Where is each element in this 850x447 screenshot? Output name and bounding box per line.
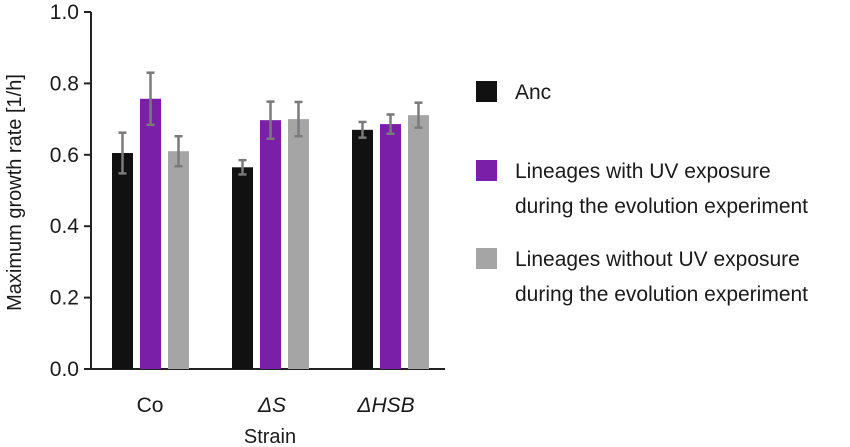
legend-swatch bbox=[476, 160, 497, 181]
legend: Anc Lineages with UV exposure during the e… bbox=[476, 81, 808, 306]
y-tick-label: 0.0 bbox=[50, 358, 79, 381]
bar bbox=[408, 115, 429, 369]
legend-label: Lineages without UV exposure bbox=[515, 248, 800, 271]
bars bbox=[112, 98, 429, 370]
y-tick-label: 0.6 bbox=[50, 144, 79, 167]
y-tick-label: 0.2 bbox=[50, 287, 79, 310]
y-axis-title: Maximum growth rate [1/h] bbox=[4, 74, 26, 311]
bar bbox=[232, 167, 253, 369]
x-axis-title: Strain bbox=[244, 426, 296, 447]
x-tick-label: ΔS bbox=[257, 394, 286, 417]
bar bbox=[380, 124, 401, 370]
y-tick-label: 0.8 bbox=[50, 72, 79, 95]
bar bbox=[112, 153, 133, 369]
y-tick-label: 1.0 bbox=[50, 1, 79, 24]
error-bars bbox=[118, 71, 423, 176]
legend-label: during the evolution experiment bbox=[515, 283, 808, 306]
x-tick-label: ΔHSB bbox=[356, 394, 414, 417]
legend-label: Lineages with UV exposure bbox=[515, 160, 771, 183]
bar bbox=[140, 98, 161, 369]
x-tick-label: Co bbox=[137, 394, 164, 417]
labels: Maximum growth rate [1/h] Co ΔS ΔHSB Strain bbox=[4, 74, 415, 447]
legend-label: during the evolution experiment bbox=[515, 195, 808, 218]
bar bbox=[168, 151, 189, 369]
legend-swatch bbox=[476, 248, 497, 269]
bar bbox=[288, 119, 309, 369]
bar bbox=[352, 129, 373, 369]
bar bbox=[260, 120, 281, 370]
legend-label: Anc bbox=[515, 81, 551, 104]
y-tick-label: 0.4 bbox=[50, 215, 80, 238]
legend-swatch bbox=[476, 81, 497, 102]
